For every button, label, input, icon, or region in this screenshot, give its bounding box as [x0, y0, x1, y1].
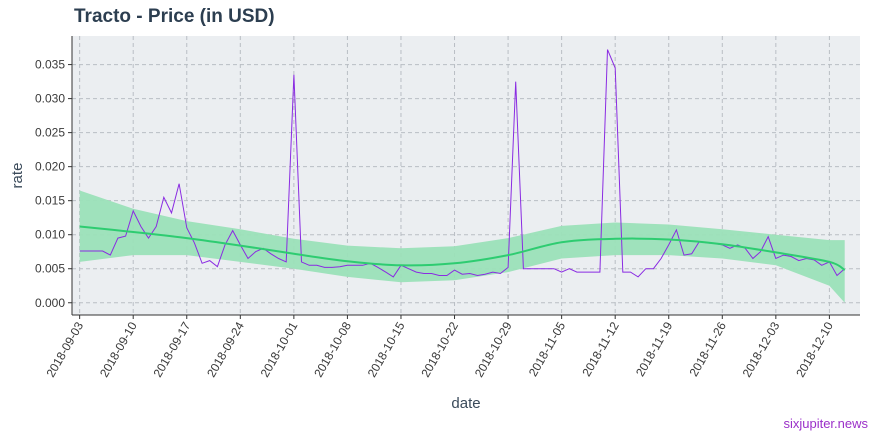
x-tick-label: 2018-09-03 [43, 319, 86, 379]
x-tick-label: 2018-11-05 [526, 319, 569, 379]
y-tick-label: 0.020 [35, 160, 65, 174]
x-tick-label: 2018-10-15 [365, 319, 408, 379]
confidence-band [79, 190, 845, 303]
x-tick-label: 2018-09-10 [97, 319, 140, 379]
x-tick-label: 2018-12-10 [793, 319, 836, 379]
y-tick-label: 0.025 [35, 126, 65, 140]
x-tick-label: 2018-11-19 [633, 319, 676, 379]
y-tick-label: 0.000 [35, 296, 65, 310]
y-tick-label: 0.035 [35, 58, 65, 72]
x-tick-label: 2018-10-29 [472, 319, 515, 379]
chart-title: Tracto - Price (in USD) [74, 6, 275, 27]
x-tick-labels: 2018-09-03 2018-09-10 2018-09-17 2018-09-24… [43, 319, 836, 379]
y-axis-label: rate [9, 163, 26, 189]
y-tick-label: 0.015 [35, 194, 65, 208]
x-tick-label: 2018-09-17 [151, 319, 194, 379]
x-tick-label: 2018-10-22 [418, 319, 461, 379]
watermark: sixjupiter.news [783, 416, 868, 431]
x-tick-label: 2018-11-26 [687, 319, 730, 379]
y-tick-label: 0.030 [35, 92, 65, 106]
x-tick-label: 2018-10-01 [258, 319, 301, 379]
y-tick-label: 0.010 [35, 228, 65, 242]
x-tick-label: 2018-12-03 [740, 319, 783, 379]
x-tick-label: 2018-10-08 [311, 319, 354, 379]
x-tick-label: 2018-09-24 [204, 319, 247, 379]
y-tick-label: 0.005 [35, 262, 65, 276]
x-axis-label: date [451, 395, 480, 412]
x-tick-label: 2018-11-12 [579, 319, 622, 379]
axes [68, 36, 860, 319]
smooth-trend-line [79, 225, 846, 271]
y-tick-labels: 0.000 0.005 0.010 0.015 0.020 0.025 0.030 0.035 [35, 58, 65, 310]
